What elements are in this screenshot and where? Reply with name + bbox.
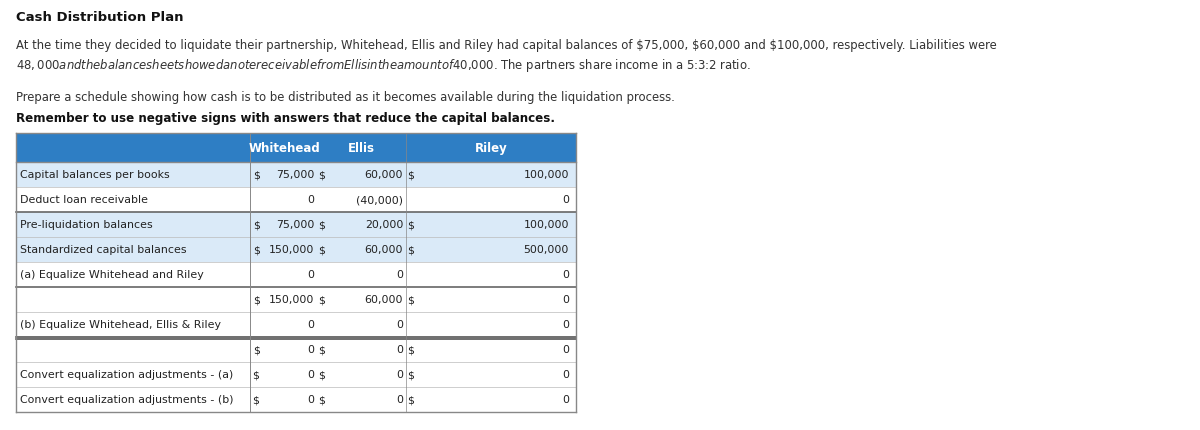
Text: 75,000: 75,000	[276, 170, 314, 180]
Text: 100,000: 100,000	[523, 170, 569, 180]
Text: Prepare a schedule showing how cash is to be distributed as it becomes available: Prepare a schedule showing how cash is t…	[16, 90, 674, 103]
Text: $: $	[252, 369, 259, 380]
Text: Standardized capital balances: Standardized capital balances	[20, 245, 187, 255]
Text: Deduct loan receivable: Deduct loan receivable	[20, 195, 149, 205]
Text: $: $	[253, 170, 260, 180]
Text: 75,000: 75,000	[276, 220, 314, 230]
Text: $: $	[318, 344, 325, 355]
Text: $: $	[407, 394, 414, 405]
Text: $: $	[253, 245, 260, 255]
Text: $: $	[407, 220, 414, 230]
Text: $: $	[318, 394, 325, 405]
Text: $: $	[318, 170, 325, 180]
Text: 0: 0	[562, 195, 569, 205]
Text: 0: 0	[307, 369, 314, 380]
Text: Capital balances per books: Capital balances per books	[20, 170, 170, 180]
Text: 60,000: 60,000	[365, 170, 403, 180]
Text: Cash Distribution Plan: Cash Distribution Plan	[16, 11, 184, 24]
Text: 150,000: 150,000	[269, 245, 314, 255]
Text: 20,000: 20,000	[365, 220, 403, 230]
Text: 0: 0	[396, 369, 403, 380]
Text: 0: 0	[307, 270, 314, 280]
Text: 0: 0	[562, 319, 569, 330]
Text: 0: 0	[396, 394, 403, 405]
Text: 0: 0	[307, 195, 314, 205]
Text: $: $	[407, 344, 414, 355]
Text: 100,000: 100,000	[523, 220, 569, 230]
Text: 0: 0	[307, 344, 314, 355]
Text: $: $	[253, 295, 260, 305]
Text: 0: 0	[396, 270, 403, 280]
Text: 0: 0	[396, 344, 403, 355]
Text: $: $	[407, 245, 414, 255]
Text: 0: 0	[562, 369, 569, 380]
Text: (b) Equalize Whitehead, Ellis & Riley: (b) Equalize Whitehead, Ellis & Riley	[20, 319, 222, 330]
Text: $: $	[407, 369, 414, 380]
Text: 0: 0	[307, 394, 314, 405]
Text: (a) Equalize Whitehead and Riley: (a) Equalize Whitehead and Riley	[20, 270, 204, 280]
Text: 60,000: 60,000	[365, 295, 403, 305]
Text: $: $	[407, 295, 414, 305]
Text: 0: 0	[562, 295, 569, 305]
Text: $: $	[407, 170, 414, 180]
Text: $: $	[318, 295, 325, 305]
Text: Remember to use negative signs with answers that reduce the capital balances.: Remember to use negative signs with answ…	[16, 112, 554, 125]
Text: (40,000): (40,000)	[356, 195, 403, 205]
Text: 0: 0	[307, 319, 314, 330]
Text: Pre-liquidation balances: Pre-liquidation balances	[20, 220, 154, 230]
Text: Convert equalization adjustments - (a): Convert equalization adjustments - (a)	[20, 369, 234, 380]
Text: 0: 0	[562, 344, 569, 355]
Text: Convert equalization adjustments - (b): Convert equalization adjustments - (b)	[20, 394, 234, 405]
Text: Whitehead: Whitehead	[248, 141, 320, 154]
Text: $48,000 and the balance sheet showed a note receivable from Ellis in the amount : $48,000 and the balance sheet showed a n…	[16, 57, 750, 74]
Text: $: $	[253, 220, 260, 230]
Text: Riley: Riley	[474, 141, 508, 154]
Text: At the time they decided to liquidate their partnership, Whitehead, Ellis and Ri: At the time they decided to liquidate th…	[16, 39, 996, 52]
Text: 60,000: 60,000	[365, 245, 403, 255]
Text: $: $	[252, 394, 259, 405]
Text: 0: 0	[562, 394, 569, 405]
Text: $: $	[253, 344, 260, 355]
Text: $: $	[318, 220, 325, 230]
Text: Ellis: Ellis	[348, 141, 374, 154]
Text: 500,000: 500,000	[523, 245, 569, 255]
Text: 150,000: 150,000	[269, 295, 314, 305]
Text: 0: 0	[562, 270, 569, 280]
Text: 0: 0	[396, 319, 403, 330]
Text: $: $	[318, 369, 325, 380]
Text: $: $	[318, 245, 325, 255]
